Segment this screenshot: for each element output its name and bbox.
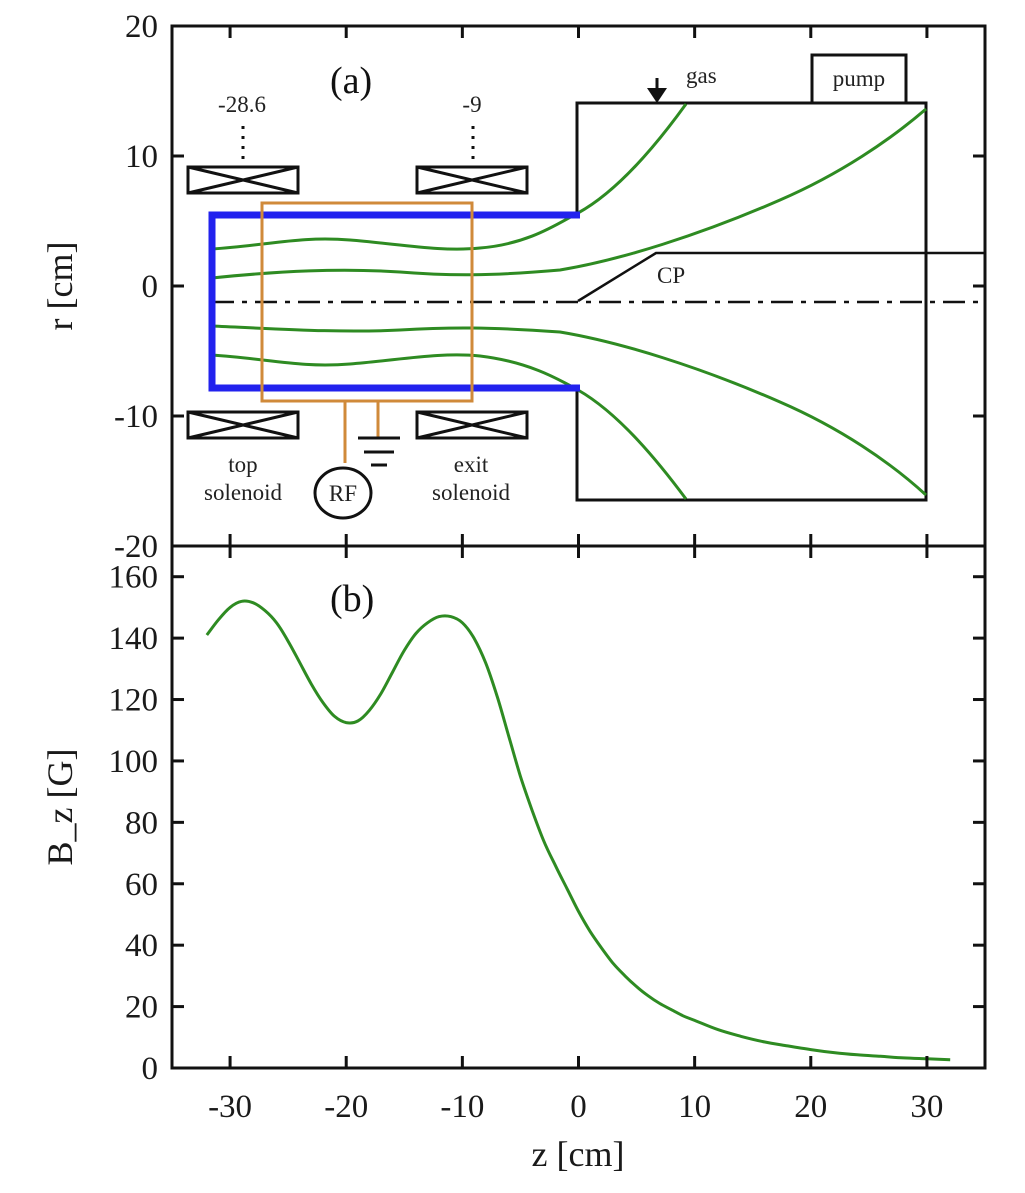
exit-solenoid-position: -9 bbox=[462, 92, 481, 117]
panel-a-y-tick-label: 0 bbox=[142, 269, 159, 305]
top-solenoid-label-1: top bbox=[228, 452, 257, 477]
panel-a-y-tick-label: 20 bbox=[125, 9, 158, 45]
solenoid-exit-lower bbox=[415, 410, 529, 440]
cp-label: CP bbox=[657, 263, 685, 288]
field-line-2 bbox=[211, 107, 927, 280]
x-tick-label: 20 bbox=[794, 1089, 827, 1125]
exit-solenoid-label-2: solenoid bbox=[432, 480, 510, 505]
panel-b-ylabel: B_z [G] bbox=[40, 749, 80, 866]
x-tick-label: -30 bbox=[208, 1089, 252, 1125]
panel-b-xlabel: z [cm] bbox=[532, 1134, 625, 1174]
panel-b-y-tick-label: 60 bbox=[125, 867, 158, 903]
panel-a-y-tick-label: -10 bbox=[114, 399, 158, 435]
field-lines bbox=[211, 103, 928, 500]
solenoid-top-lower bbox=[186, 410, 300, 440]
collector-plate bbox=[577, 251, 985, 303]
bz-series-line-0 bbox=[205, 599, 951, 1062]
panel-b-label: (b) bbox=[330, 578, 374, 620]
panel-a-y-tick-label: -20 bbox=[114, 529, 158, 565]
pump-label: pump bbox=[833, 66, 885, 91]
field-line-1 bbox=[211, 103, 688, 251]
expansion-chamber bbox=[575, 101, 928, 502]
panel-b-y-tick-label: 140 bbox=[109, 621, 159, 657]
rf-antenna bbox=[260, 201, 474, 463]
panel-b-y-tick-label: 160 bbox=[109, 560, 159, 596]
exit-solenoid-label-1: exit bbox=[454, 452, 489, 477]
solenoid-exit-upper bbox=[415, 165, 529, 195]
rf-label: RF bbox=[329, 481, 357, 506]
panel-b-y-tick-label: 120 bbox=[109, 683, 159, 719]
panel-a-y-tick-label: 10 bbox=[125, 139, 158, 175]
panel-b-y-tick-label: 0 bbox=[142, 1051, 159, 1087]
x-tick-label: -10 bbox=[440, 1089, 484, 1125]
panel-a-label: (a) bbox=[330, 60, 372, 102]
panel-b-y-tick-label: 80 bbox=[125, 805, 158, 841]
panel-b-y-tick-label: 40 bbox=[125, 928, 158, 964]
gas-label: gas bbox=[686, 63, 717, 88]
axis-ticks: -30 -20 -10 0 10 20 3020100-10-201601401201008… bbox=[109, 9, 985, 1125]
source-tube bbox=[208, 211, 580, 392]
panel-a-schematic: RF -28.6 -9 top solenoid exit solenoid g… bbox=[186, 53, 985, 520]
x-tick-label: 30 bbox=[910, 1089, 943, 1125]
ground-symbol bbox=[358, 436, 400, 467]
panel-a-ylabel: r [cm] bbox=[40, 242, 80, 331]
panel-b-plot bbox=[205, 599, 951, 1062]
top-solenoid-position: -28.6 bbox=[218, 92, 266, 117]
antenna-loop bbox=[260, 201, 474, 403]
panel-b-y-tick-label: 20 bbox=[125, 990, 158, 1026]
pump-box bbox=[810, 53, 908, 105]
panel-b-y-tick-label: 100 bbox=[109, 744, 159, 780]
x-tick-label: 10 bbox=[678, 1089, 711, 1125]
panel-b-frame bbox=[170, 544, 987, 1070]
solenoid-top-upper bbox=[186, 165, 300, 195]
field-line-3 bbox=[211, 324, 928, 497]
x-tick-label: 0 bbox=[570, 1089, 587, 1125]
rf-source bbox=[313, 466, 373, 520]
x-tick-label: -20 bbox=[324, 1089, 368, 1125]
gas-arrow-head bbox=[647, 88, 667, 103]
field-line-4 bbox=[211, 353, 688, 500]
top-solenoid-label-2: solenoid bbox=[204, 480, 282, 505]
